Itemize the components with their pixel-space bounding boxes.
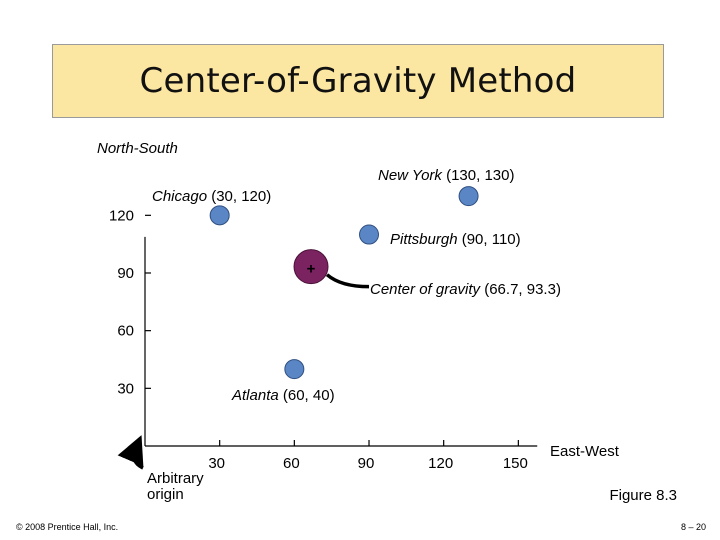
y-axis-label: North-South [97,140,178,157]
copyright-notice: © 2008 Prentice Hall, Inc. [16,522,118,532]
center-plus-marker: + [307,261,316,278]
point-new-york [458,186,479,207]
x-axis-label: East-West [550,443,620,460]
x-tick-label: 30 [208,455,225,472]
figure-label: Figure 8.3 [609,487,677,504]
y-tick-label: 60 [117,323,134,340]
center-of-gravity-label: Center of gravity (66.7, 93.3) [370,281,561,298]
origin-arrow [117,435,144,470]
point-label-chicago: Chicago (30, 120) [152,188,271,205]
point-chicago [209,205,230,226]
page-title: Center-of-Gravity Method [139,61,577,101]
x-tick-label: 120 [428,455,453,472]
page-number: 8 – 20 [681,522,706,532]
center-pointer-line [325,273,370,289]
point-label-pittsburgh: Pittsburgh (90, 110) [390,231,521,248]
point-label-new-york: New York (130, 130) [378,167,514,184]
x-tick-label: 60 [283,455,300,472]
y-tick-label: 90 [117,265,134,282]
point-pittsburgh [359,224,380,245]
center-of-gravity-point [293,249,329,285]
title-banner: Center-of-Gravity Method [52,44,664,118]
chart-axes [144,236,538,447]
origin-label-line2: origin [147,486,184,503]
point-atlanta [284,359,305,380]
y-tick-label: 120 [109,207,134,224]
x-tick-label: 150 [503,455,528,472]
origin-label-line1: Arbitrary [147,470,204,487]
x-tick-label: 90 [358,455,375,472]
point-label-atlanta: Atlanta (60, 40) [231,387,335,404]
y-tick-label: 30 [117,380,134,397]
